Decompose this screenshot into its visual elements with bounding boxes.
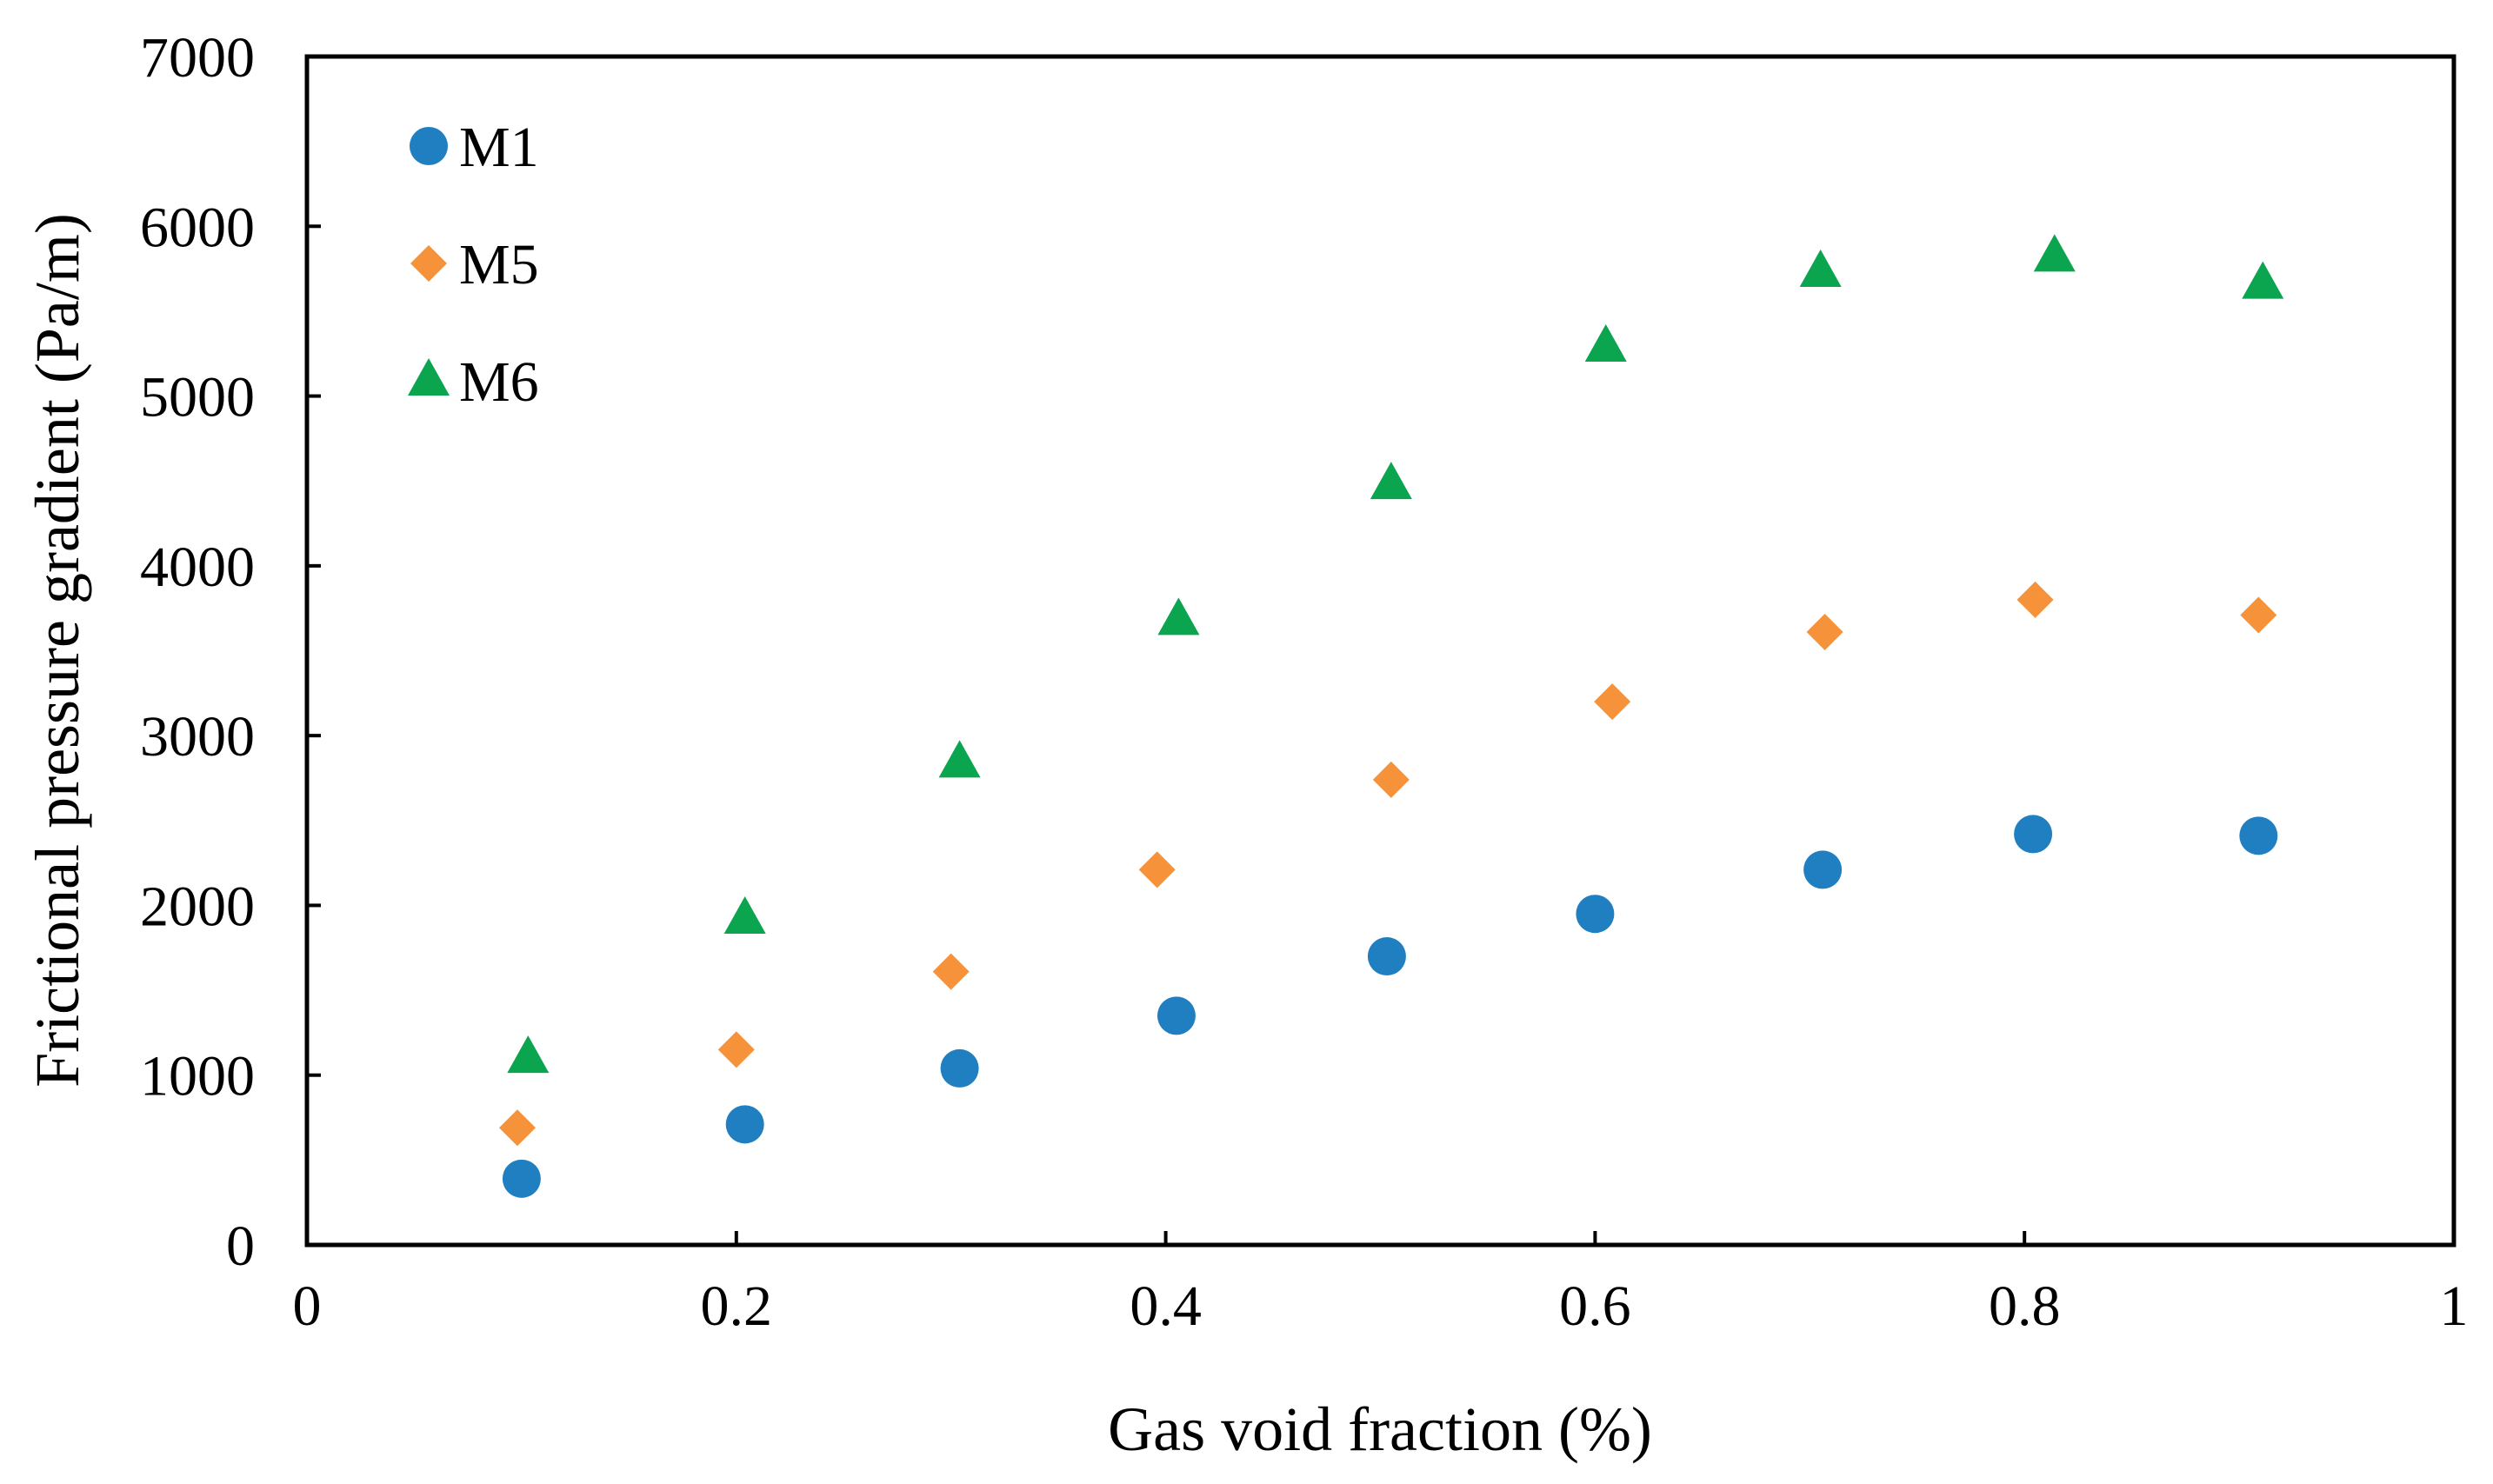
x-tick-label: 0.4 <box>1130 1274 1202 1338</box>
legend: M1 M5 M6 <box>408 116 539 414</box>
point-m5 <box>2016 581 2054 618</box>
point-m1 <box>725 1105 764 1144</box>
point-m6 <box>723 896 766 935</box>
plot-frame <box>304 54 2456 1248</box>
legend-marker-m6 <box>408 358 450 396</box>
y-tick-label: 7000 <box>140 26 255 90</box>
point-m6 <box>2033 234 2076 272</box>
point-m6 <box>1157 597 1200 636</box>
point-m6 <box>1799 250 1842 288</box>
legend-label-m6: M6 <box>459 350 539 414</box>
x-tick-label: 0.8 <box>1989 1274 2061 1338</box>
y-tick-label: 5000 <box>140 366 255 429</box>
x-tick-label: 0 <box>293 1274 322 1338</box>
point-m1 <box>1803 850 1843 889</box>
x-axis-ticks: 0 0.2 0.4 0.6 0.8 1 <box>293 1231 2469 1338</box>
point-m1 <box>1157 996 1196 1035</box>
point-m6 <box>2242 261 2284 299</box>
y-axis-ticks: 0 1000 2000 3000 4000 5000 6000 7000 <box>140 26 321 1278</box>
x-tick-label: 0.2 <box>701 1274 773 1338</box>
y-tick-label: 6000 <box>140 196 255 259</box>
legend-label-m5: M5 <box>459 233 539 296</box>
point-m1 <box>2014 815 2053 854</box>
point-m1 <box>502 1159 541 1198</box>
legend-label-m1: M1 <box>459 116 539 179</box>
point-m5 <box>1594 683 1631 721</box>
point-m5 <box>932 953 970 990</box>
y-tick-label: 1000 <box>140 1045 255 1108</box>
point-m5 <box>2240 596 2277 634</box>
point-m6 <box>1584 323 1627 362</box>
x-axis-title: Gas void fraction (%) <box>1108 1394 1652 1464</box>
point-m5 <box>1806 614 1843 651</box>
legend-marker-m1 <box>410 127 448 165</box>
point-m5 <box>498 1109 536 1147</box>
x-tick-label: 0.6 <box>1559 1274 1631 1338</box>
point-m1 <box>1367 937 1406 976</box>
point-m1 <box>1576 895 1615 934</box>
y-tick-label: 4000 <box>140 536 255 599</box>
point-m5 <box>717 1031 755 1068</box>
y-tick-label: 2000 <box>140 875 255 938</box>
y-tick-label: 0 <box>226 1214 255 1278</box>
data-markers <box>498 234 2284 1198</box>
point-m1 <box>2239 816 2278 855</box>
x-tick-label: 1 <box>2440 1274 2469 1338</box>
y-tick-label: 3000 <box>140 705 255 769</box>
point-m5 <box>1372 761 1410 798</box>
point-m6 <box>507 1035 550 1074</box>
legend-marker-m5 <box>410 245 447 282</box>
y-axis-title: Frictional pressure gradient (Pa/m) <box>23 213 92 1088</box>
point-m5 <box>1138 851 1176 888</box>
point-m1 <box>940 1048 979 1088</box>
point-m6 <box>938 740 981 778</box>
point-m6 <box>1370 462 1412 500</box>
